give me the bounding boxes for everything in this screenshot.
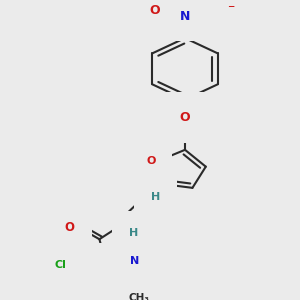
- Text: O: O: [64, 221, 74, 234]
- Text: N: N: [130, 256, 139, 266]
- Text: O: O: [180, 111, 190, 124]
- Text: ⁻: ⁻: [227, 2, 235, 16]
- Text: Cl: Cl: [55, 260, 67, 269]
- Text: O: O: [212, 4, 222, 17]
- Text: N: N: [180, 10, 190, 23]
- Text: CH₃: CH₃: [129, 293, 150, 300]
- Text: H: H: [151, 192, 160, 202]
- Text: O: O: [146, 156, 155, 166]
- Text: N: N: [121, 284, 130, 294]
- Text: H: H: [129, 228, 138, 238]
- Text: O: O: [150, 4, 160, 17]
